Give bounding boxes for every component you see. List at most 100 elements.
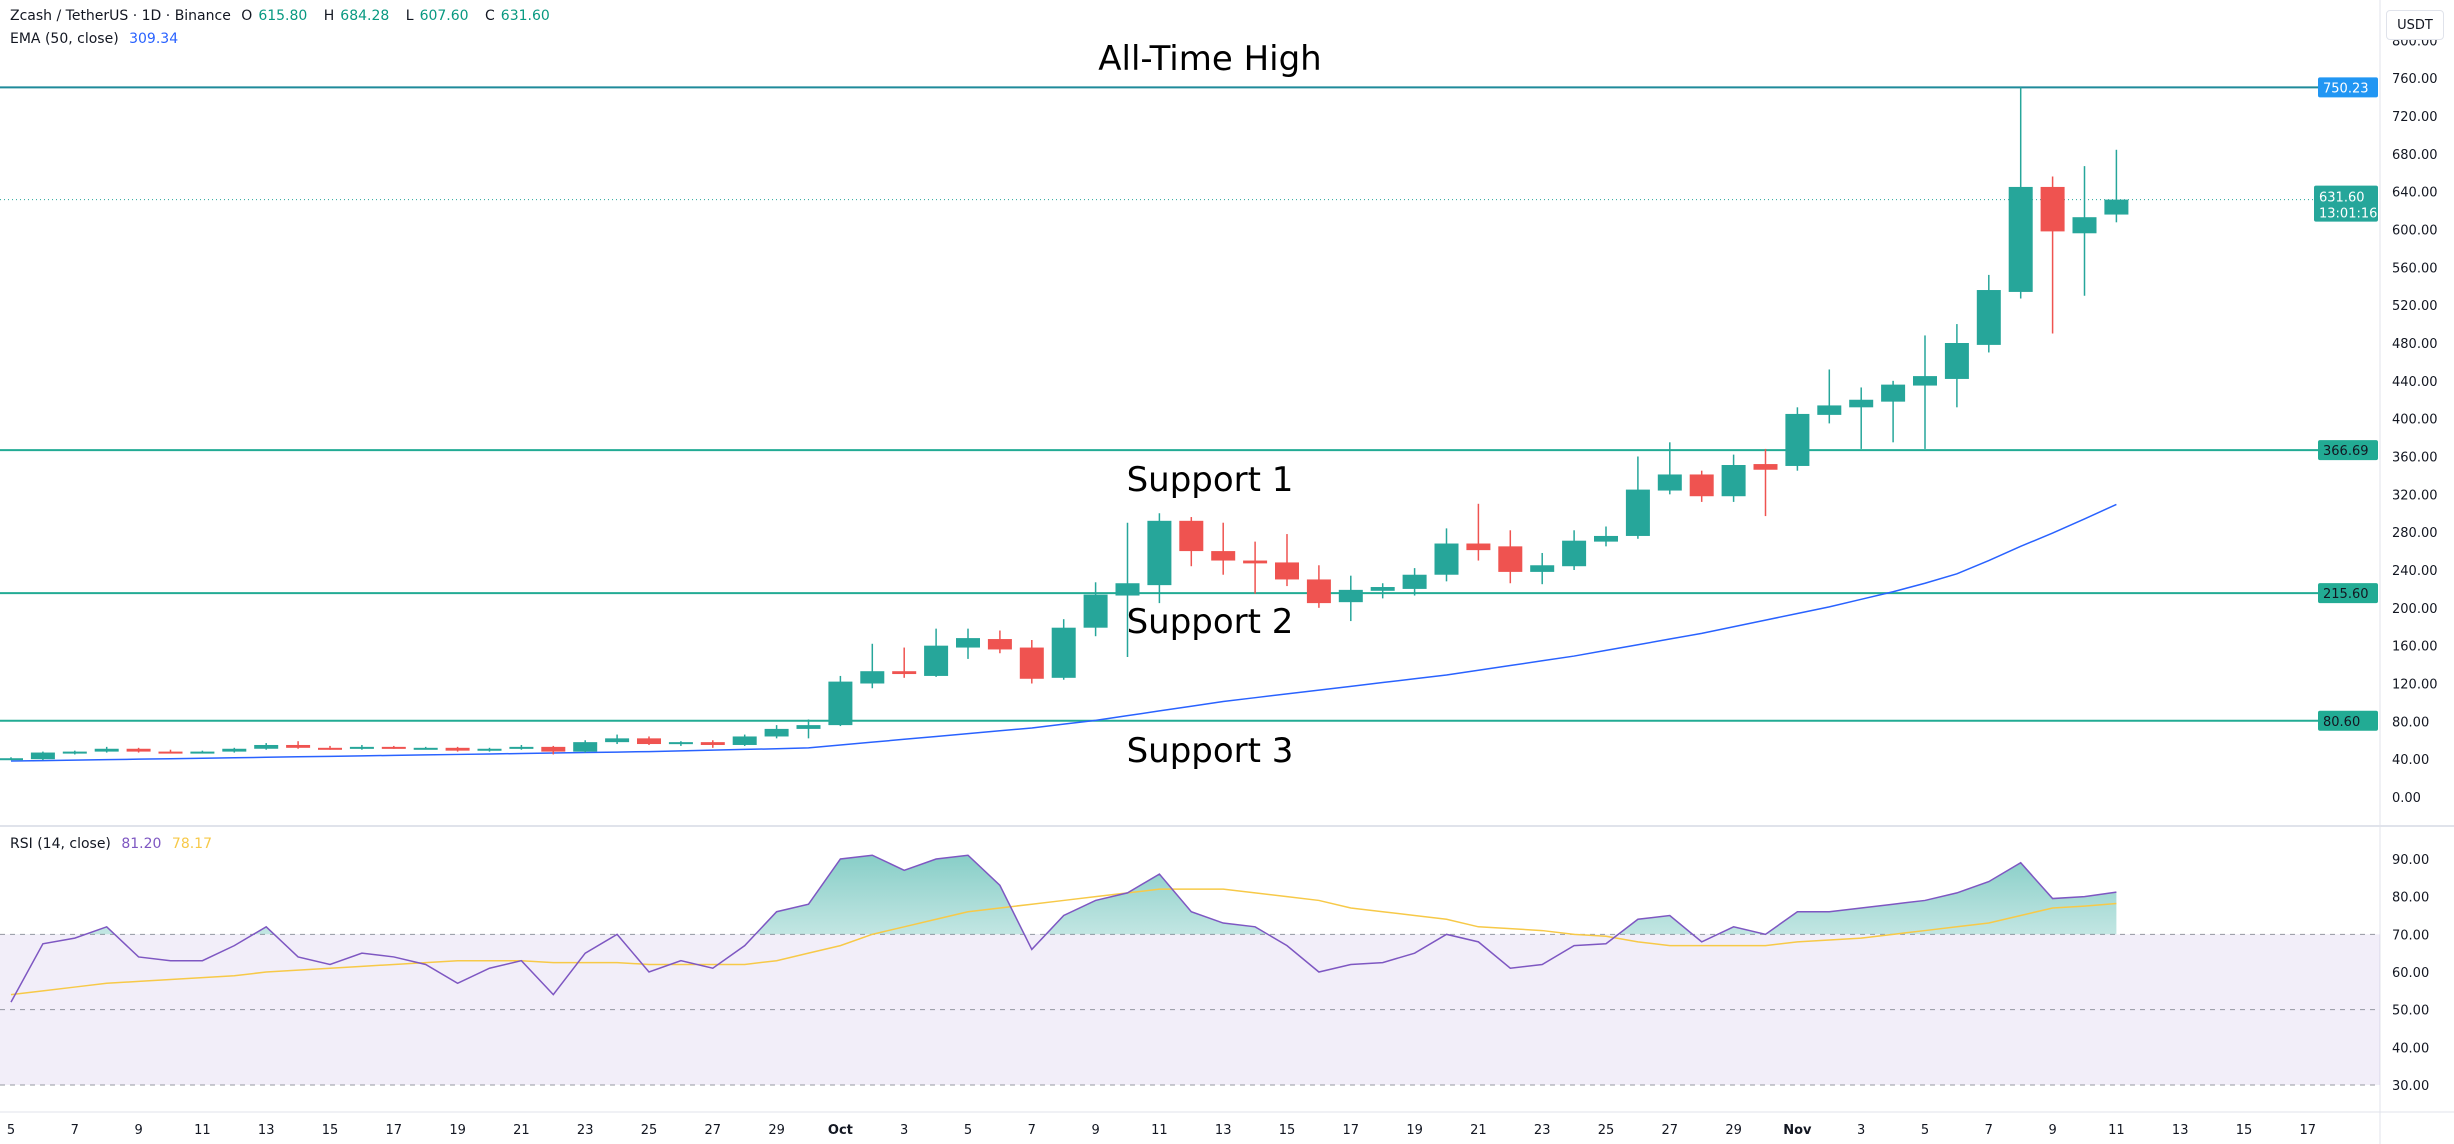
- candle-body: [1562, 540, 1587, 567]
- last-price-badge-bg: [2314, 185, 2378, 222]
- candle-body: [509, 746, 534, 749]
- candle-body: [828, 681, 853, 726]
- candle-body: [892, 671, 917, 675]
- level-badge: 215.60: [2318, 583, 2378, 604]
- candle: [1689, 470, 1714, 502]
- time-tick-label: 17: [1343, 1123, 1360, 1138]
- candle: [1753, 448, 1778, 517]
- candle: [764, 725, 789, 739]
- candle-body: [700, 742, 725, 745]
- candle: [1083, 582, 1108, 637]
- candle-body: [1275, 562, 1299, 580]
- candle-body: [541, 746, 566, 752]
- rsi-tick-label: 40.00: [2392, 1041, 2429, 1056]
- candle: [668, 741, 693, 746]
- level-badge-text: 750.23: [2323, 81, 2369, 96]
- candle-body: [1849, 399, 1874, 408]
- price-tick-label: 160.00: [2392, 640, 2438, 655]
- candle-body: [1466, 543, 1491, 551]
- currency-button[interactable]: USDT: [2386, 10, 2444, 40]
- time-tick-label: 7: [1028, 1123, 1036, 1138]
- candle: [1785, 407, 1810, 471]
- high-value: 684.28: [340, 8, 390, 24]
- time-tick-label: 27: [705, 1123, 722, 1138]
- candle: [796, 719, 821, 739]
- candle: [1243, 541, 1268, 594]
- candle: [413, 746, 438, 750]
- symbol-title[interactable]: Zcash / TetherUS · 1D · Binance: [10, 8, 231, 24]
- price-tick-label: 400.00: [2392, 413, 2438, 428]
- time-tick-label: 11: [1151, 1123, 1168, 1138]
- candle-body: [94, 748, 119, 752]
- candle-body: [605, 738, 630, 743]
- rsi-legend[interactable]: RSI (14, close) 81.20 78.17: [10, 836, 218, 852]
- candle-body: [1657, 474, 1682, 491]
- candle: [956, 628, 980, 659]
- candle-body: [413, 747, 438, 750]
- ema-legend[interactable]: EMA (50, close) 309.34: [10, 31, 184, 47]
- level-annotation: Support 3: [1127, 731, 1294, 771]
- price-tick-label: 40.00: [2392, 753, 2429, 768]
- candle: [2008, 87, 2033, 299]
- candle: [860, 643, 885, 689]
- last-price-value: 631.60: [2319, 191, 2365, 206]
- time-tick-label: 17: [386, 1123, 403, 1138]
- level-badge-bg: [2318, 710, 2378, 731]
- candle: [1019, 639, 1044, 684]
- time-tick-label: 25: [1598, 1123, 1615, 1138]
- candle-body: [1689, 474, 1714, 497]
- candle-body: [190, 751, 215, 754]
- candle-body: [0, 758, 23, 761]
- candle-body: [222, 748, 247, 752]
- time-tick-label: 11: [2108, 1123, 2125, 1138]
- candle-body: [126, 748, 151, 752]
- candle: [541, 745, 566, 755]
- candle-body: [764, 728, 789, 737]
- level-badge-text: 215.60: [2323, 587, 2369, 602]
- candle-body: [1243, 560, 1268, 564]
- candle-body: [987, 639, 1012, 650]
- candle-body: [1625, 489, 1650, 536]
- time-tick-label: 13: [258, 1123, 275, 1138]
- candle: [637, 736, 661, 745]
- candle-body: [1051, 627, 1076, 678]
- candle: [700, 740, 725, 748]
- level-badge: 80.60: [2318, 710, 2378, 731]
- candle-body: [381, 746, 406, 749]
- candle-body: [1913, 376, 1937, 386]
- candle: [1594, 526, 1618, 547]
- candle: [1275, 534, 1299, 587]
- candle: [2040, 176, 2065, 334]
- candle: [1944, 324, 1969, 408]
- candle: [1657, 442, 1682, 495]
- price-tick-label: 440.00: [2392, 375, 2438, 390]
- time-tick-label: 17: [2300, 1123, 2317, 1138]
- time-tick-label: 19: [449, 1123, 466, 1138]
- candle: [1721, 454, 1746, 502]
- candle: [1976, 274, 2001, 353]
- time-tick-label: 23: [577, 1123, 594, 1138]
- time-tick-label: 7: [71, 1123, 79, 1138]
- candle-body: [477, 748, 502, 751]
- candle-body: [30, 752, 55, 760]
- open-label: O: [241, 8, 253, 24]
- price-tick-label: 0.00: [2392, 791, 2421, 806]
- time-tick-label: Nov: [1783, 1123, 1812, 1138]
- candle: [318, 745, 342, 750]
- candle-body: [1753, 464, 1778, 470]
- time-tick-label: 19: [1406, 1123, 1423, 1138]
- candle-body: [1721, 465, 1746, 497]
- rsi-tick-label: 70.00: [2392, 928, 2429, 943]
- price-tick-label: 520.00: [2392, 299, 2438, 314]
- rsi-tick-label: 60.00: [2392, 966, 2429, 981]
- price-tick-label: 600.00: [2392, 224, 2438, 239]
- candle-body: [1498, 546, 1523, 572]
- candle-body: [796, 725, 821, 729]
- ema-value: 309.34: [129, 31, 179, 47]
- rsi-tick-label: 50.00: [2392, 1004, 2429, 1019]
- candle-body: [1083, 594, 1108, 628]
- symbol-legend: Zcash / TetherUS · 1D · Binance O 615.80 …: [10, 8, 562, 24]
- rsi-label: RSI (14, close): [10, 836, 111, 852]
- price-tick-label: 760.00: [2392, 72, 2438, 87]
